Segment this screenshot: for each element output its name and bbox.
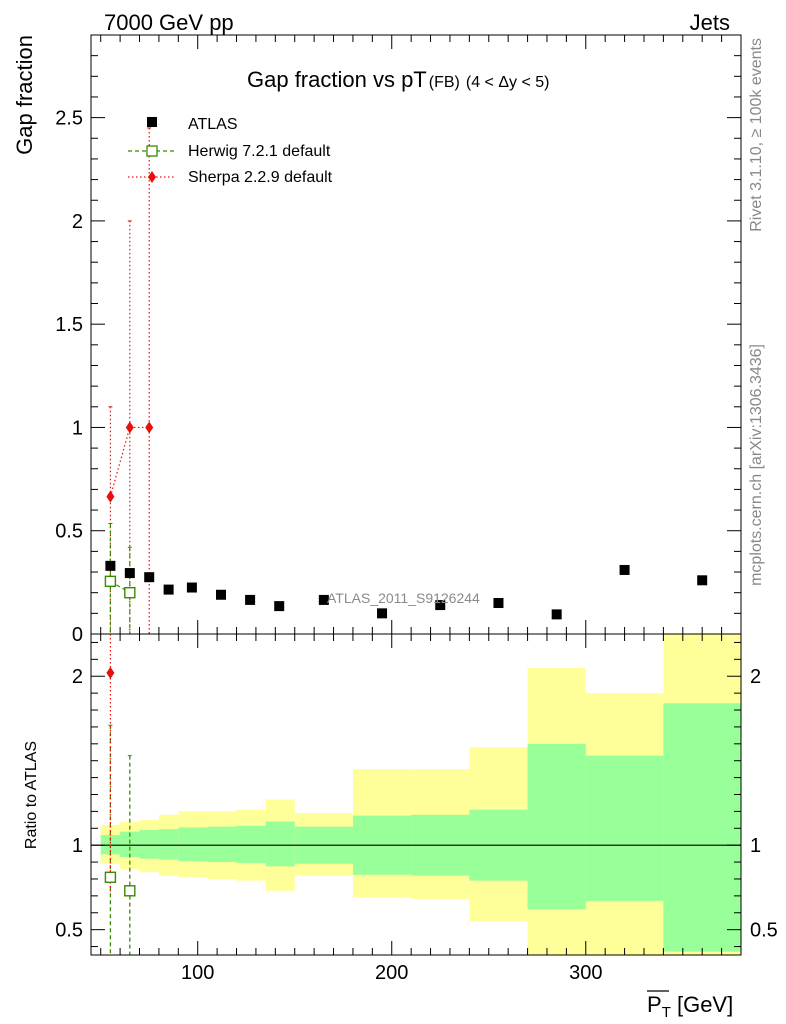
ratio-y-tick-label: 2 [72,666,83,688]
ratio-y-tick-label-right: 2 [750,666,761,688]
ratio-uncertainty-band-inner [663,703,741,952]
ratio-y-tick-label: 1 [72,835,83,857]
main-title-text: Gap fraction vs pT [247,67,427,92]
ratio-uncertainty-band-inner [585,755,664,901]
sherpa-data-point [125,421,134,434]
header-left-label: 7000 GeV pp [104,10,234,35]
sherpa-data-point [106,490,115,503]
ratio-herwig-data-point [104,871,117,883]
ratio-uncertainty-band-inner [120,831,140,858]
mcplots-label: mcplots.cern.ch [arXiv:1306.3436] [748,344,765,586]
ratio-panel-axes: 0.5 0.5 1 1 2 2 100 200 300 [55,634,778,984]
ratio-y-tick-label: 0.5 [55,920,83,942]
svg-text:PT [GeV]: PT [GeV] [647,992,733,1021]
legend-label-sherpa: Sherpa 2.2.9 default [188,169,333,186]
main-y-tick-label: 2 [72,211,83,233]
atlas-data-point [216,589,226,600]
main-y-tick-label: 2.5 [55,108,83,130]
main-y-tick-label: 0.5 [55,521,83,543]
main-y-tick-label: 0 [72,624,83,646]
atlas-data-point [124,568,135,579]
legend-label-atlas: ATLAS [188,116,238,133]
herwig-data-point [124,586,136,599]
ratio-y-tick-label-right: 0.5 [750,920,778,942]
svg-text:Gap fraction vs pT(FB)(4 < Δy: Gap fraction vs pT (FB) (4 < Δy < 5) [247,67,549,92]
ratio-uncertainty-band-inner [207,826,237,863]
analysis-watermark: ATLAS_2011_S9126244 [327,590,480,606]
x-axis-label-main: P [647,992,662,1017]
legend-marker-atlas [147,117,157,127]
legend: ATLAS Herwig 7.2.1 default Sherpa 2.2.9 … [128,116,333,186]
legend-marker-herwig [146,145,158,157]
ratio-uncertainty-band-inner [158,829,179,860]
x-tick-label: 100 [181,962,214,984]
ratio-y-tick-label-right: 1 [750,835,761,857]
ratio-uncertainty-band-inner [178,827,208,862]
header-right-label: Jets [690,10,730,35]
x-tick-label: 300 [569,962,602,984]
sherpa-line [109,426,150,497]
atlas-data-point [619,564,630,575]
legend-entry-atlas: ATLAS [147,116,238,133]
main-title-cut: (4 < Δy < 5) [466,74,550,91]
x-axis-label-unit: [GeV] [671,992,733,1017]
legend-marker-sherpa [148,171,156,183]
main-title: Gap fraction vs pT (FB) (4 < Δy < 5) [247,67,549,92]
sherpa-data-point [145,421,154,434]
atlas-data-point [435,600,446,611]
rivet-version-label: Rivet 3.1.10, ≥ 100k events [748,38,765,232]
ratio-uncertainty-band-inner [139,829,159,859]
legend-label-herwig: Herwig 7.2.1 default [188,143,331,160]
ratio-uncertainty-band-inner [265,821,295,867]
atlas-data-point [105,560,116,571]
legend-entry-herwig: Herwig 7.2.1 default [128,143,331,160]
atlas-data-point [551,609,562,620]
main-y-tick-label: 1.5 [55,314,83,336]
ratio-y-axis-label: Ratio to ATLAS [23,741,40,849]
main-y-axis-label: Gap fraction [12,35,37,155]
ratio-uncertainty-band-inner [236,825,266,863]
x-tick-label: 200 [375,962,408,984]
main-panel-axes: 0 0.5 1 1.5 2 2.5 [55,35,741,646]
ratio-sherpa-data-point [106,666,115,679]
atlas-data-point [144,572,155,583]
atlas-data-point [697,575,708,586]
main-y-tick-label: 1 [72,417,83,439]
herwig-data-point [104,575,117,588]
atlas-data-point [245,594,256,605]
ratio-herwig-data-point [124,885,136,897]
atlas-data-point [377,608,388,619]
main-panel-content [104,127,708,634]
atlas-data-point [318,594,329,605]
ratio-panel-content [91,634,741,955]
atlas-data-point [163,584,174,595]
main-title-suffix: (FB) [429,74,460,91]
x-axis-label-sub: T [662,1004,671,1021]
legend-entry-sherpa: Sherpa 2.2.9 default [128,169,333,186]
atlas-data-point [186,582,197,593]
atlas-data-point [493,598,504,609]
x-axis-label: PT [GeV] [647,990,733,1021]
atlas-data-point [274,601,285,612]
ratio-uncertainty-band-inner [527,743,586,910]
